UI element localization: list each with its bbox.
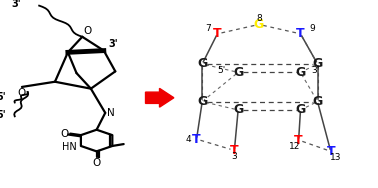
Text: O: O bbox=[93, 158, 101, 168]
Text: T: T bbox=[230, 144, 239, 157]
Text: 7: 7 bbox=[205, 24, 211, 33]
Text: 13: 13 bbox=[330, 153, 341, 162]
Text: 8: 8 bbox=[256, 14, 262, 23]
Text: HN: HN bbox=[62, 142, 77, 152]
Text: N: N bbox=[107, 108, 115, 118]
Text: O: O bbox=[84, 26, 91, 36]
Text: G: G bbox=[254, 18, 264, 31]
Text: G: G bbox=[295, 103, 306, 117]
Text: 9: 9 bbox=[309, 24, 315, 33]
Text: 5': 5' bbox=[217, 66, 225, 75]
Text: 3': 3' bbox=[311, 66, 320, 75]
Text: 5': 5' bbox=[0, 92, 6, 102]
Text: T: T bbox=[213, 27, 222, 40]
Text: T: T bbox=[294, 133, 303, 147]
Text: O: O bbox=[60, 129, 68, 139]
Text: 3': 3' bbox=[108, 39, 118, 49]
Text: 5': 5' bbox=[0, 110, 6, 120]
Text: G: G bbox=[197, 57, 208, 70]
FancyArrow shape bbox=[146, 88, 174, 107]
Text: 12: 12 bbox=[289, 142, 301, 151]
Text: 3: 3 bbox=[231, 152, 237, 161]
Text: G: G bbox=[312, 57, 323, 70]
Text: O: O bbox=[17, 88, 26, 98]
Text: 4: 4 bbox=[186, 135, 191, 144]
Text: 3': 3' bbox=[12, 0, 22, 9]
Text: G: G bbox=[312, 95, 323, 108]
Text: G: G bbox=[295, 66, 306, 79]
Text: T: T bbox=[296, 27, 305, 40]
Text: T: T bbox=[192, 133, 201, 146]
Text: G: G bbox=[197, 95, 208, 108]
Text: G: G bbox=[233, 103, 243, 117]
Text: T: T bbox=[327, 145, 335, 158]
Text: G: G bbox=[233, 66, 243, 79]
